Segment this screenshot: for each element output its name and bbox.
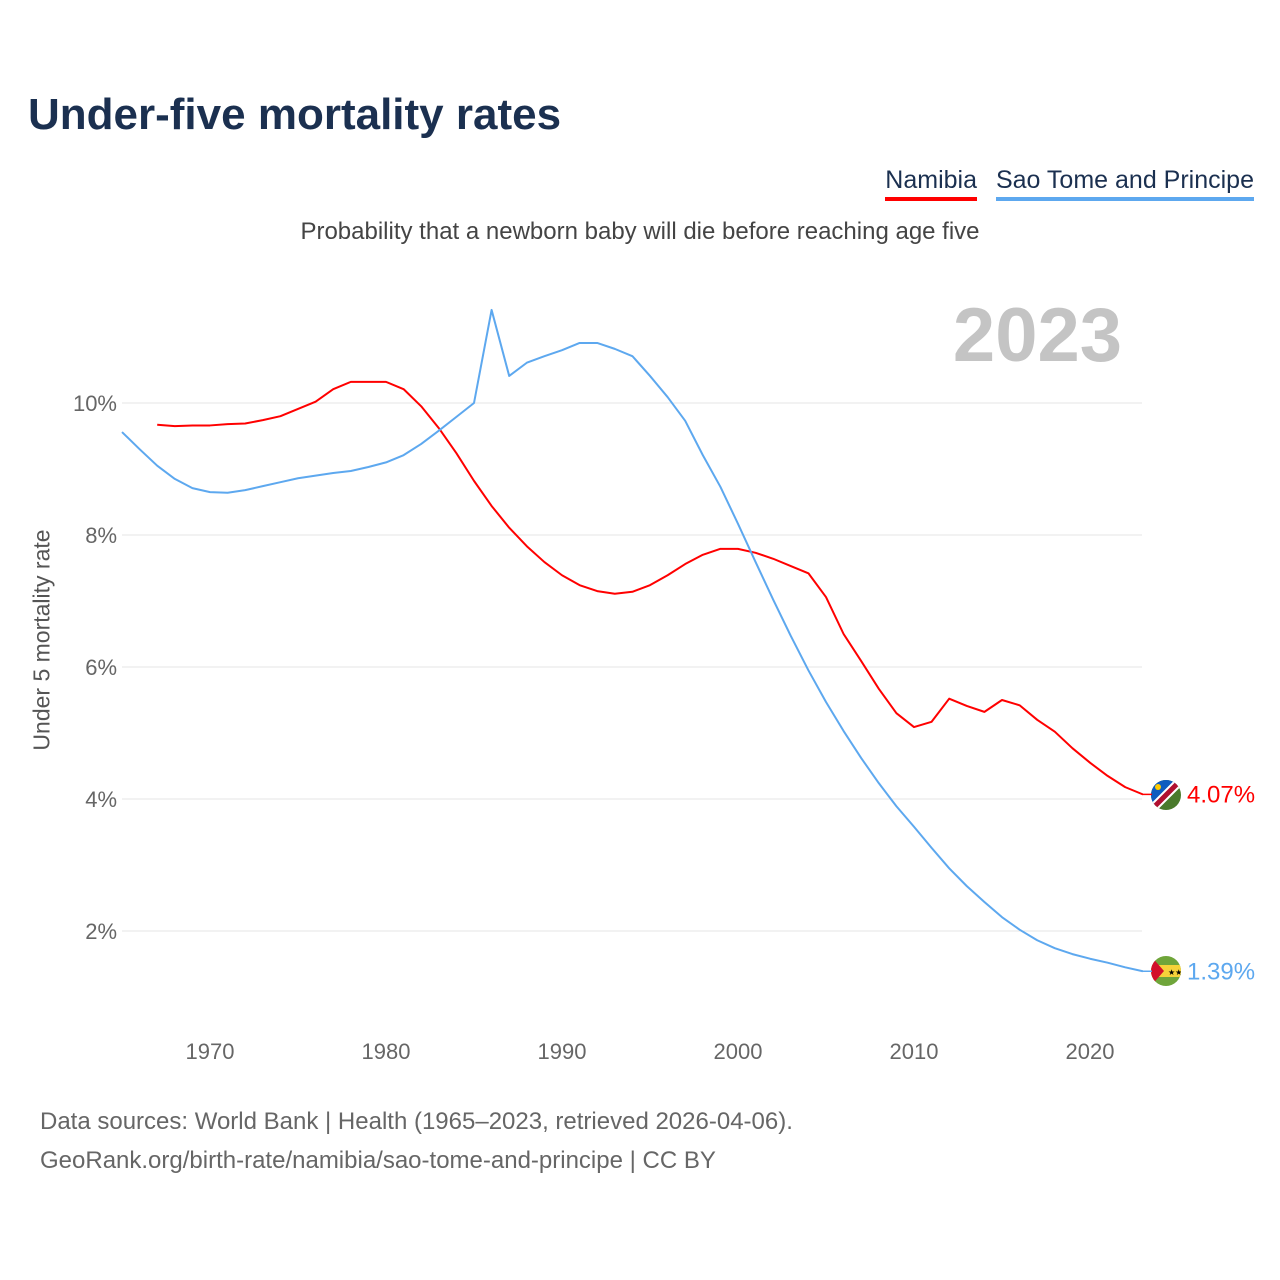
legend-sao-tome[interactable]: Sao Tome and Principe — [995, 166, 1254, 201]
source-line-1: Data sources: World Bank | Health (1965–… — [40, 1108, 793, 1135]
y-tick-label: 4% — [85, 787, 117, 812]
sao-tome-line — [121, 308, 1144, 973]
sao-tome-end-label: 1.39% — [1187, 958, 1255, 985]
chart-title: Under-five mortality rates — [28, 90, 562, 139]
source-line-2[interactable]: GeoRank.org/birth-rate/namibia/sao-tome-… — [40, 1147, 716, 1174]
sao-tome-flag-icon: ★★ — [1151, 956, 1182, 986]
x-tick-label: 1980 — [362, 1039, 411, 1064]
y-tick-label: 6% — [85, 655, 117, 680]
x-tick-label: 1990 — [538, 1039, 587, 1064]
legend-namibia[interactable]: Namibia — [885, 166, 977, 201]
x-tick-label: 2020 — [1066, 1039, 1115, 1064]
y-tick-label: 2% — [85, 919, 117, 944]
namibia-end-label: 4.07% — [1187, 781, 1255, 808]
svg-text:★★: ★★ — [1168, 968, 1182, 977]
year-label: 2023 — [952, 293, 1122, 378]
y-tick-label: 8% — [85, 523, 117, 548]
namibia-line — [157, 380, 1144, 796]
x-tick-label: 1970 — [186, 1039, 235, 1064]
chart-subtitle: Probability that a newborn baby will die… — [300, 218, 980, 245]
y-tick-label: 10% — [73, 391, 117, 416]
x-tick-label: 2000 — [714, 1039, 763, 1064]
x-tick-label: 2010 — [890, 1039, 939, 1064]
namibia-flag-icon — [1151, 780, 1181, 810]
